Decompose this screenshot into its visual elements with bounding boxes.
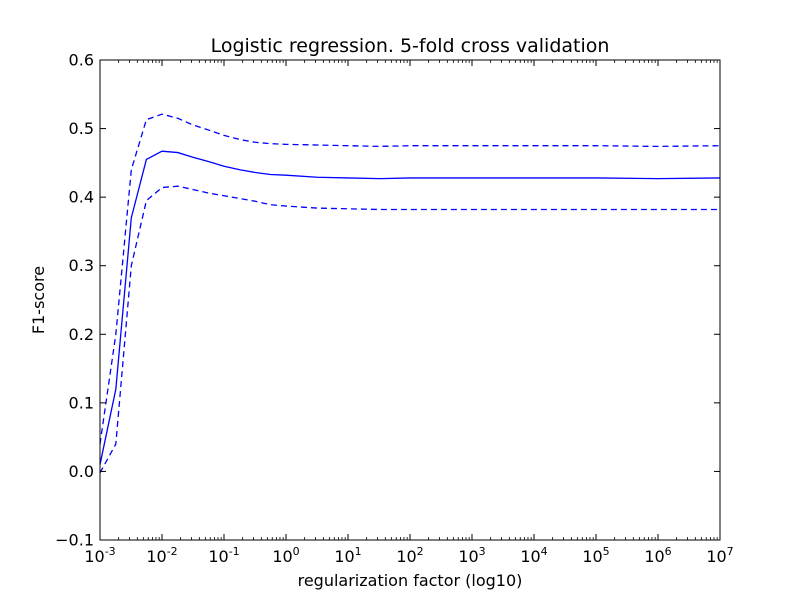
x-tick-label: 102 bbox=[396, 545, 423, 566]
series-line-3 bbox=[99, 185, 720, 474]
series-line-2 bbox=[99, 113, 721, 445]
y-tick-label: 0.5 bbox=[69, 119, 94, 138]
y-tick-label: 0.1 bbox=[69, 393, 94, 412]
x-tick-label: 107 bbox=[706, 545, 733, 566]
y-tick-label: 0.0 bbox=[69, 462, 94, 481]
y-tick-label: 0.4 bbox=[69, 188, 94, 207]
x-tick-label: 103 bbox=[458, 545, 485, 566]
y-axis-label: F1-score bbox=[29, 266, 48, 334]
x-tick-label: 10-3 bbox=[84, 545, 115, 566]
x-tick-label: 101 bbox=[334, 545, 361, 566]
plot-area: −0.1 0.0 0.1 0.2 0.3 0.4 0.5 0.6 10-3 10-2 10-1 100… bbox=[55, 51, 734, 567]
x-tick-label: 10-2 bbox=[146, 545, 177, 566]
x-tick-label: 10-1 bbox=[208, 545, 239, 566]
x-tick-label: 104 bbox=[520, 545, 547, 566]
x-tick-label: 100 bbox=[272, 545, 299, 566]
y-tick-label: −0.1 bbox=[55, 531, 94, 550]
chart-title: Logistic regression. 5-fold cross valida… bbox=[211, 35, 610, 57]
x-tick-label: 106 bbox=[644, 545, 671, 566]
y-tick-label: 0.3 bbox=[69, 256, 94, 275]
y-tick-label: 0.6 bbox=[69, 51, 94, 70]
x-tick-label: 105 bbox=[582, 545, 609, 566]
y-tick-label: 0.2 bbox=[69, 325, 94, 344]
series-line-1 bbox=[99, 150, 721, 465]
x-axis-label: regularization factor (log10) bbox=[298, 571, 523, 590]
